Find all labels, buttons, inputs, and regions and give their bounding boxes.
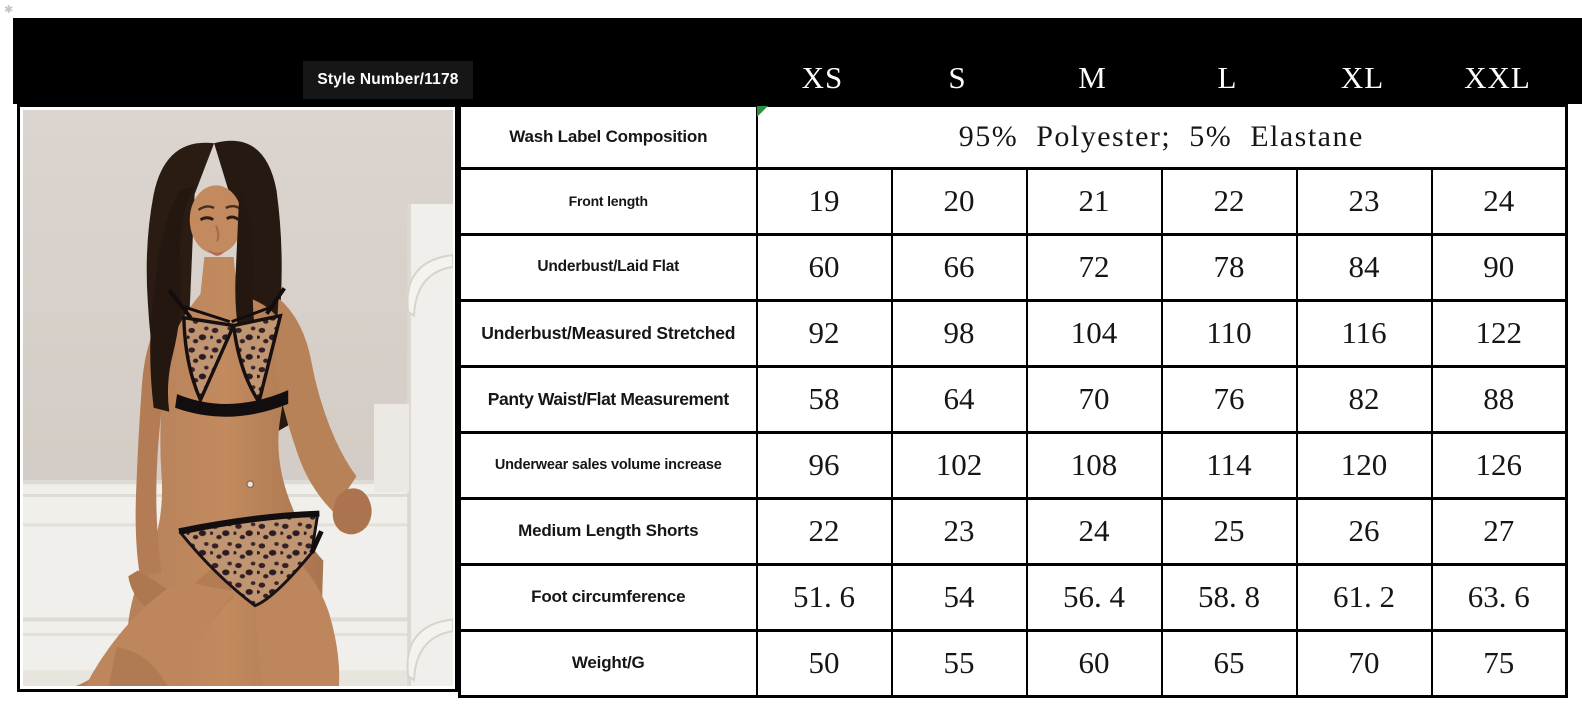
size-cell: 24 (1025, 496, 1163, 566)
size-cell: 78 (1160, 232, 1298, 302)
size-cell: 90 (1430, 232, 1568, 302)
size-cell: 20 (890, 166, 1028, 236)
size-cell: 54 (890, 562, 1028, 632)
table-row-medium-shorts: Medium Length Shorts 22 23 24 25 26 27 (458, 496, 1568, 566)
size-cell: 72 (1025, 232, 1163, 302)
product-photo-illustration (23, 110, 453, 686)
size-cell: 102 (890, 430, 1028, 500)
cell-corner-flag-icon (757, 106, 768, 117)
size-column-header-xl: XL (1340, 60, 1385, 95)
size-cell: 70 (1025, 364, 1163, 434)
size-cell: 66 (890, 232, 1028, 302)
row-label: Wash Label Composition (458, 104, 758, 170)
size-cell: 22 (1160, 166, 1298, 236)
size-cell: 98 (890, 298, 1028, 368)
size-cell: 60 (755, 232, 893, 302)
size-column-header-l: L (1217, 60, 1238, 95)
size-cell: 27 (1430, 496, 1568, 566)
size-cell: 21 (1025, 166, 1163, 236)
size-cell: 56. 4 (1025, 562, 1163, 632)
size-cell: 70 (1295, 628, 1433, 699)
table-row-composition: Wash Label Composition 95% Polyester; 5%… (458, 104, 1568, 170)
size-cell: 64 (890, 364, 1028, 434)
table-row-underbust-stretched: Underbust/Measured Stretched 92 98 104 1… (458, 298, 1568, 368)
row-label: Front length (458, 166, 758, 236)
product-photo (17, 104, 458, 692)
table-row-panty-waist: Panty Waist/Flat Measurement 58 64 70 76… (458, 364, 1568, 434)
table-row-weight: Weight/G 50 55 60 65 70 75 (458, 628, 1568, 699)
table-header-band: Style Number/1178 XS S M L XL XXL (13, 18, 1582, 104)
size-column-header-m: M (1078, 60, 1107, 95)
size-cell: 25 (1160, 496, 1298, 566)
size-cell: 96 (755, 430, 893, 500)
size-column-header-s: S (948, 60, 967, 95)
size-cell: 63. 6 (1430, 562, 1568, 632)
style-number-cell: Style Number/1178 (303, 61, 473, 99)
size-cell: 60 (1025, 628, 1163, 699)
size-cell: 55 (890, 628, 1028, 699)
row-label: Underbust/Measured Stretched (458, 298, 758, 368)
size-cell: 82 (1295, 364, 1433, 434)
style-number-label: Style Number/1178 (317, 71, 459, 88)
table-row-underbust-flat: Underbust/Laid Flat 60 66 72 78 84 90 (458, 232, 1568, 302)
size-cell: 122 (1430, 298, 1568, 368)
size-cell: 116 (1295, 298, 1433, 368)
row-label: Underwear sales volume increase (458, 430, 758, 500)
corner-artifact-icon: ✱ (4, 4, 14, 16)
row-label: Foot circumference (458, 562, 758, 632)
size-cell: 51. 6 (755, 562, 893, 632)
size-cell: 104 (1025, 298, 1163, 368)
size-cell: 50 (755, 628, 893, 699)
size-cell: 108 (1025, 430, 1163, 500)
size-cell: 126 (1430, 430, 1568, 500)
row-label: Panty Waist/Flat Measurement (458, 364, 758, 434)
table-row-foot-circumference: Foot circumference 51. 6 54 56. 4 58. 8 … (458, 562, 1568, 632)
size-cell: 88 (1430, 364, 1568, 434)
size-cell: 75 (1430, 628, 1568, 699)
size-cell: 26 (1295, 496, 1433, 566)
size-cell: 23 (1295, 166, 1433, 236)
size-column-headers: XS S M L XL XXL (755, 52, 1565, 104)
size-cell: 58. 8 (1160, 562, 1298, 632)
size-cell: 65 (1160, 628, 1298, 699)
size-cell: 23 (890, 496, 1028, 566)
row-label: Medium Length Shorts (458, 496, 758, 566)
size-cell: 114 (1160, 430, 1298, 500)
size-cell: 58 (755, 364, 893, 434)
size-cell: 120 (1295, 430, 1433, 500)
row-label: Weight/G (458, 628, 758, 699)
size-cell: 24 (1430, 166, 1568, 236)
table-row-sales-volume: Underwear sales volume increase 96 102 1… (458, 430, 1568, 500)
size-cell: 92 (755, 298, 893, 368)
size-column-header-xs: XS (801, 60, 844, 95)
size-cell: 22 (755, 496, 893, 566)
table-row-front-length: Front length 19 20 21 22 23 24 (458, 166, 1568, 236)
size-table: Wash Label Composition 95% Polyester; 5%… (458, 104, 1569, 699)
size-cell: 61. 2 (1295, 562, 1433, 632)
size-cell: 19 (755, 166, 893, 236)
size-cell: 84 (1295, 232, 1433, 302)
size-cell: 76 (1160, 364, 1298, 434)
size-cell: 110 (1160, 298, 1298, 368)
size-column-header-xxl: XXL (1464, 60, 1531, 95)
row-label: Underbust/Laid Flat (458, 232, 758, 302)
composition-value-cell: 95% Polyester; 5% Elastane (755, 104, 1568, 170)
